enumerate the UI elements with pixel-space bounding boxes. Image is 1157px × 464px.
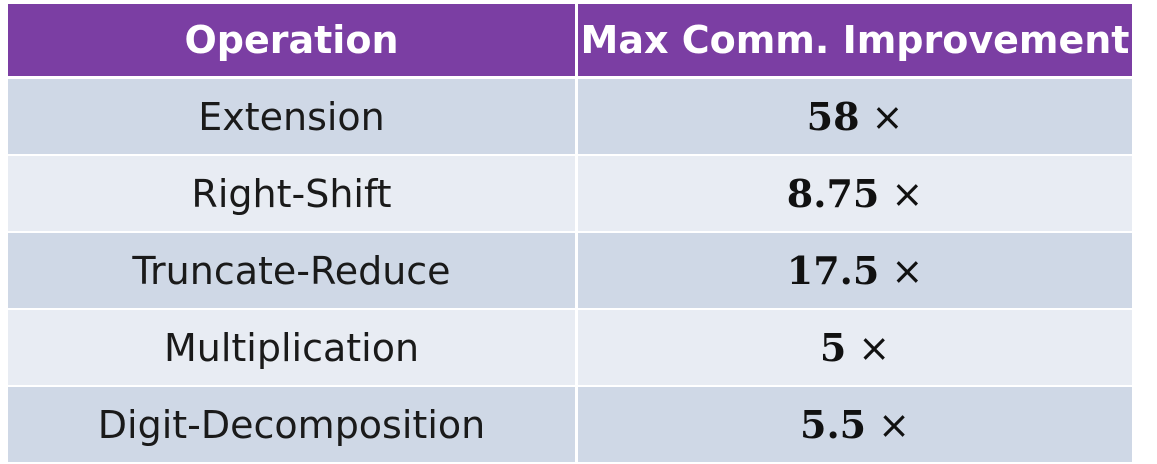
- improvement-value: 58: [806, 94, 860, 139]
- improvement-cell: 17.5 ×: [578, 233, 1132, 310]
- table-row: Extension 58 ×: [8, 79, 1132, 156]
- operation-cell: Truncate-Reduce: [8, 233, 578, 310]
- improvement-cell: 5 ×: [578, 310, 1132, 387]
- operation-cell: Right-Shift: [8, 156, 578, 233]
- table-row: Multiplication 5 ×: [8, 310, 1132, 387]
- improvement-cell: 8.75 ×: [578, 156, 1132, 233]
- header-operation: Operation: [8, 4, 578, 79]
- table-row: Truncate-Reduce 17.5 ×: [8, 233, 1132, 310]
- comm-improvement-table: Operation Max Comm. Improvement Extensio…: [8, 4, 1132, 464]
- times-symbol: ×: [891, 249, 924, 293]
- table-row: Right-Shift 8.75 ×: [8, 156, 1132, 233]
- improvement-cell: 58 ×: [578, 79, 1132, 156]
- operation-cell: Extension: [8, 79, 578, 156]
- times-symbol: ×: [858, 326, 891, 370]
- improvement-value: 5: [819, 325, 847, 370]
- improvement-cell: 5.5 ×: [578, 387, 1132, 464]
- operation-cell: Digit-Decomposition: [8, 387, 578, 464]
- times-symbol: ×: [878, 403, 910, 447]
- improvement-value: 5.5: [800, 402, 867, 447]
- times-symbol: ×: [891, 172, 924, 216]
- table-row: Digit-Decomposition 5.5 ×: [8, 387, 1132, 464]
- operation-cell: Multiplication: [8, 310, 578, 387]
- improvement-value: 8.75: [786, 171, 880, 216]
- header-max-comm-improvement: Max Comm. Improvement: [578, 4, 1132, 79]
- improvement-value: 17.5: [786, 248, 880, 293]
- times-symbol: ×: [871, 95, 904, 139]
- table-header-row: Operation Max Comm. Improvement: [8, 4, 1132, 79]
